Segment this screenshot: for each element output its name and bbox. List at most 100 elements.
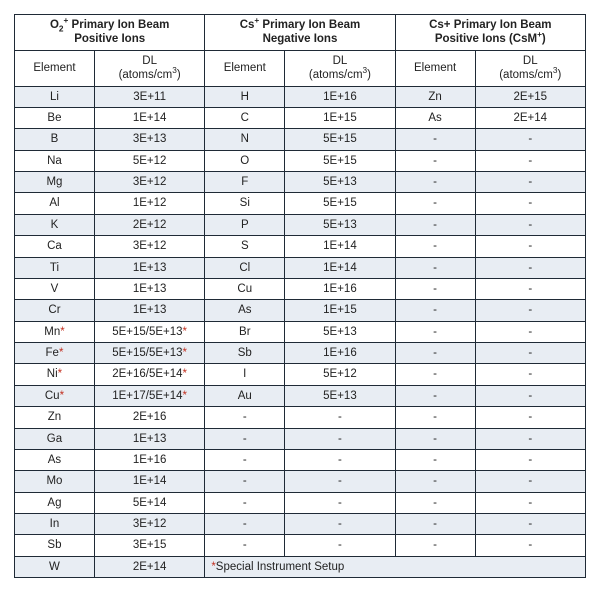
cell-dl-col3: - — [475, 214, 585, 235]
table-row: Fe*5E+15/5E+13*Sb1E+16-- — [15, 343, 586, 364]
cell-element-col3: - — [395, 471, 475, 492]
cell-element-col2: Cl — [205, 257, 285, 278]
cell-element-col1: K — [15, 214, 95, 235]
cell-dl-col3: - — [475, 449, 585, 470]
cell-element-col1: Cu* — [15, 385, 95, 406]
cell-element-col3: - — [395, 236, 475, 257]
table-row: Na5E+12O5E+15-- — [15, 150, 586, 171]
cell-element-col1: In — [15, 514, 95, 535]
table-row: Ca3E+12S1E+14-- — [15, 236, 586, 257]
cell-element-col3: - — [395, 343, 475, 364]
cell-dl-col2: 1E+15 — [285, 107, 395, 128]
cell-element-col2: P — [205, 214, 285, 235]
cell-dl-col2: 1E+14 — [285, 236, 395, 257]
cell-dl-col2: 1E+15 — [285, 300, 395, 321]
cell-dl-col3: - — [475, 150, 585, 171]
sub-header-dl-1: DL(atoms/cm3) — [94, 50, 204, 86]
group-header-3: Cs+ Primary Ion BeamPositive Ions (CsM+) — [395, 15, 585, 51]
cell-dl-col2: 5E+13 — [285, 321, 395, 342]
cell-dl-col2: - — [285, 514, 395, 535]
cell-element-col1: Sb — [15, 535, 95, 556]
cell-element-col1: Ca — [15, 236, 95, 257]
cell-element-col2: Br — [205, 321, 285, 342]
cell-element-col2: Sb — [205, 343, 285, 364]
cell-dl-col3: - — [475, 321, 585, 342]
cell-element-col1: As — [15, 449, 95, 470]
sub-header-element-2: Element — [205, 50, 285, 86]
table-row: Mg3E+12F5E+13-- — [15, 172, 586, 193]
cell-dl-col3: - — [475, 364, 585, 385]
table-row: Ag5E+14---- — [15, 492, 586, 513]
cell-element-col2: I — [205, 364, 285, 385]
cell-dl-col1: 1E+13 — [94, 300, 204, 321]
cell-element-col1: Mo — [15, 471, 95, 492]
cell-element-col3: - — [395, 514, 475, 535]
cell-dl-col2: - — [285, 428, 395, 449]
cell-element-col2: O — [205, 150, 285, 171]
cell-dl-col1: 3E+11 — [94, 86, 204, 107]
cell-element-col1: Ti — [15, 257, 95, 278]
cell-element-col2: Si — [205, 193, 285, 214]
table-row: Ti1E+13Cl1E+14-- — [15, 257, 586, 278]
cell-element-col1: Cr — [15, 300, 95, 321]
cell-element-col2: As — [205, 300, 285, 321]
cell-element-col2: - — [205, 471, 285, 492]
cell-dl-col3: - — [475, 385, 585, 406]
cell-dl-col2: 5E+13 — [285, 385, 395, 406]
cell-element-col2: - — [205, 535, 285, 556]
table-row: Zn2E+16---- — [15, 407, 586, 428]
cell-element-col2: S — [205, 236, 285, 257]
cell-dl-col3: 2E+14 — [475, 107, 585, 128]
cell-dl-col1: 1E+13 — [94, 278, 204, 299]
cell-dl-col3: - — [475, 300, 585, 321]
cell-dl-col1: 1E+16 — [94, 449, 204, 470]
cell-element-col1: Mg — [15, 172, 95, 193]
cell-dl-col1: 2E+16/5E+14* — [94, 364, 204, 385]
cell-dl-col1: 3E+12 — [94, 514, 204, 535]
cell-element-col2: C — [205, 107, 285, 128]
cell-element-col1: B — [15, 129, 95, 150]
table-row: Ga1E+13---- — [15, 428, 586, 449]
cell-dl-col3: - — [475, 428, 585, 449]
cell-dl-col2: 5E+15 — [285, 193, 395, 214]
cell-element-col2: - — [205, 514, 285, 535]
cell-dl-col2: - — [285, 535, 395, 556]
cell-element-col1: Ni* — [15, 364, 95, 385]
cell-element-col1: Fe* — [15, 343, 95, 364]
cell-dl-col3: - — [475, 535, 585, 556]
detection-limits-table: O2+ Primary Ion BeamPositive Ions Cs+ Pr… — [14, 14, 586, 578]
table-row: K2E+12P5E+13-- — [15, 214, 586, 235]
cell-dl-col3: - — [475, 278, 585, 299]
cell-dl-col2: 5E+15 — [285, 129, 395, 150]
cell-dl-col3: - — [475, 257, 585, 278]
cell-element-col3: - — [395, 300, 475, 321]
cell-dl-col2: 5E+15 — [285, 150, 395, 171]
cell-element-col1: Zn — [15, 407, 95, 428]
cell-dl-col2: - — [285, 449, 395, 470]
cell-dl-col3: - — [475, 129, 585, 150]
cell-element-col2: - — [205, 407, 285, 428]
table-body: Li3E+11H1E+16Zn2E+15Be1E+14C1E+15As2E+14… — [15, 86, 586, 578]
cell-element-col2: N — [205, 129, 285, 150]
cell-dl-col1: 3E+12 — [94, 236, 204, 257]
cell-dl-col1: 1E+14 — [94, 471, 204, 492]
cell-dl-col3: - — [475, 193, 585, 214]
table-header: O2+ Primary Ion BeamPositive Ions Cs+ Pr… — [15, 15, 586, 87]
cell-element-col3: - — [395, 278, 475, 299]
table-row: Ni*2E+16/5E+14*I5E+12-- — [15, 364, 586, 385]
table-row: V1E+13Cu1E+16-- — [15, 278, 586, 299]
cell-element-col1: W — [15, 556, 95, 577]
cell-element-col2: Cu — [205, 278, 285, 299]
footnote-cell: *Special Instrument Setup — [205, 556, 586, 577]
cell-dl-col1: 1E+12 — [94, 193, 204, 214]
sub-header-dl-2: DL(atoms/cm3) — [285, 50, 395, 86]
cell-element-col1: V — [15, 278, 95, 299]
cell-element-col1: Al — [15, 193, 95, 214]
cell-dl-col1: 5E+15/5E+13* — [94, 343, 204, 364]
cell-element-col1: Ag — [15, 492, 95, 513]
cell-dl-col1: 2E+16 — [94, 407, 204, 428]
cell-element-col3: - — [395, 449, 475, 470]
cell-dl-col1: 1E+13 — [94, 428, 204, 449]
cell-element-col2: H — [205, 86, 285, 107]
cell-element-col3: - — [395, 407, 475, 428]
